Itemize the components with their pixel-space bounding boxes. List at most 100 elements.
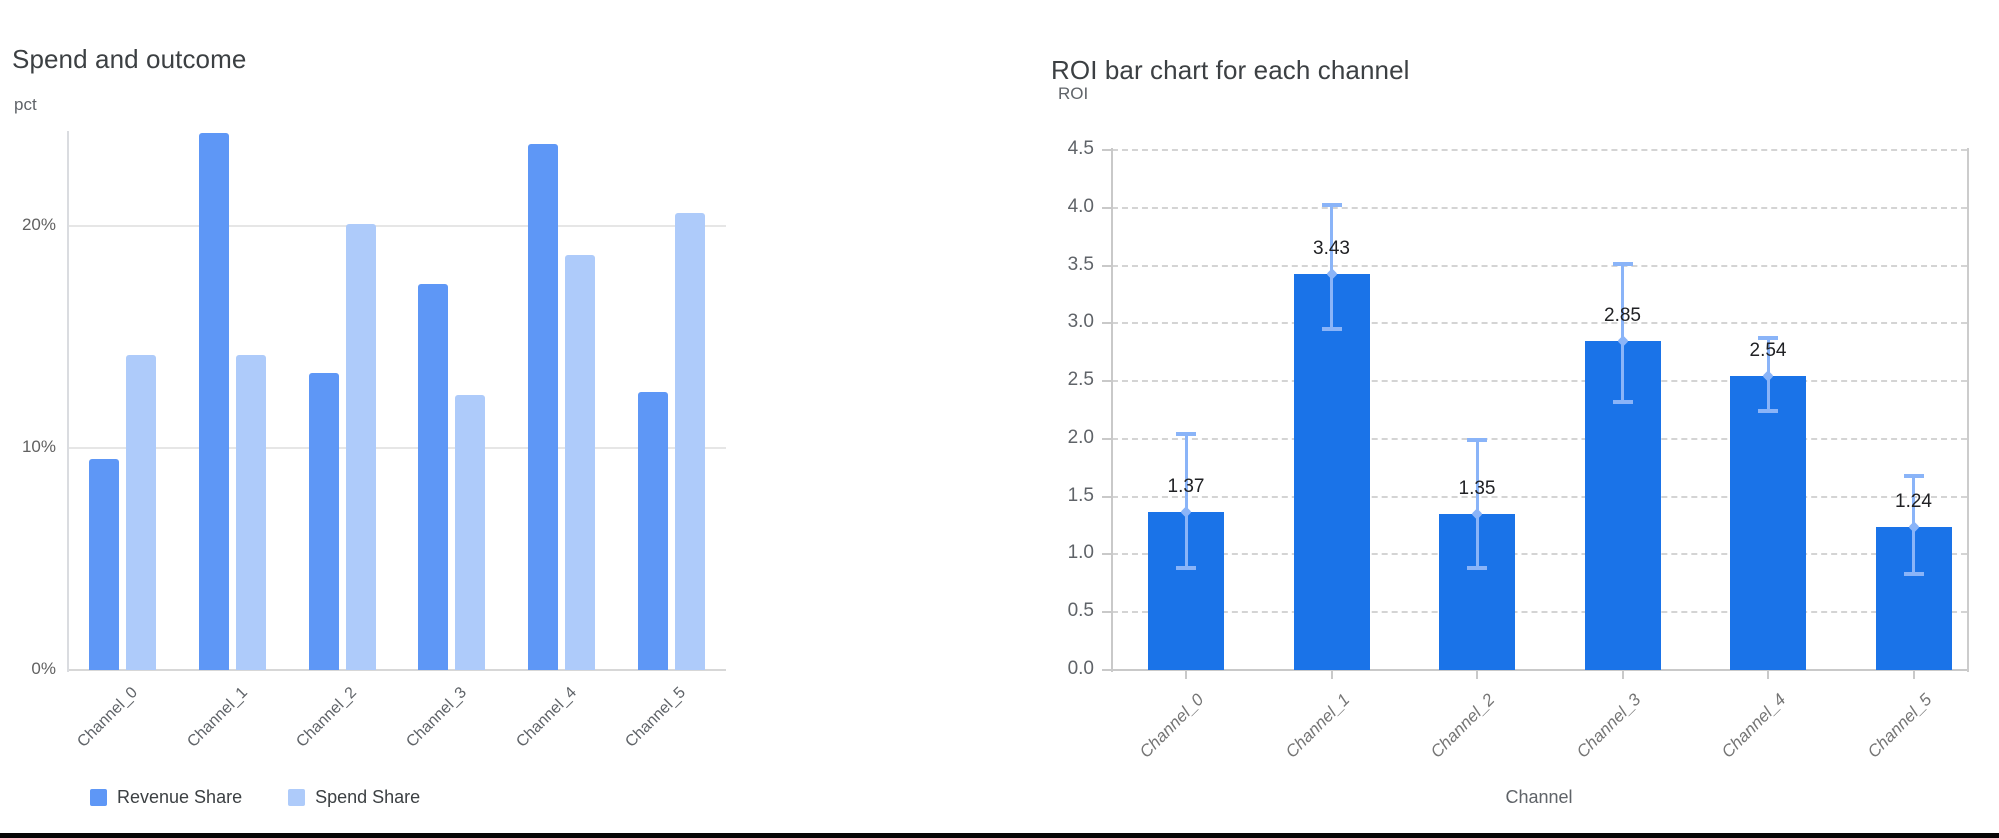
y-axis-tick-mark (1102, 264, 1112, 267)
bar-channel_1-revenue[interactable] (199, 133, 229, 670)
bar-channel_5-spend[interactable] (674, 213, 705, 670)
y-axis-tick-label: 0.5 (1067, 600, 1094, 622)
x-axis-tick-mark (1330, 671, 1333, 679)
bar-channel_5-revenue[interactable] (637, 392, 668, 670)
gridline-dashed (1112, 611, 1967, 614)
left-y-unit-label: pct (14, 95, 37, 114)
x-axis-line (1112, 669, 1967, 671)
y-axis-line (67, 131, 69, 672)
x-axis-tick-label: Channel_5 (1863, 690, 1935, 762)
x-axis-tick-mark (1185, 671, 1187, 679)
gridline-dashed (1112, 437, 1967, 440)
error-bar-cap-top (1612, 262, 1633, 267)
gridline-dashed (1112, 380, 1967, 383)
right-spine (1967, 148, 1969, 672)
bar-channel_1-spend[interactable] (236, 355, 266, 670)
y-axis-tick-mark (1102, 495, 1112, 498)
y-axis-tick-mark (1102, 437, 1112, 440)
x-axis-tick-mark (1476, 671, 1478, 679)
bar-channel_4[interactable] (1730, 376, 1806, 670)
bar-channel_4-revenue[interactable] (528, 144, 558, 670)
y-axis-tick-mark (1102, 206, 1112, 209)
right-y-unit-label: ROI (1058, 84, 1089, 103)
gridline (68, 225, 726, 227)
gridline (68, 669, 726, 671)
error-bar-cap-top (1176, 432, 1196, 437)
y-axis-tick-label: 0.0 (1067, 658, 1094, 679)
y-axis-tick-label: 0% (31, 659, 56, 678)
error-bar-cap-top (1903, 473, 1924, 478)
gridline-dashed (1112, 322, 1967, 325)
legend-item: Revenue Share (90, 787, 242, 808)
y-axis-tick-label: 4.5 (1067, 137, 1094, 159)
x-axis-tick-mark (1912, 671, 1915, 679)
bar-value-label: 2.85 (1604, 304, 1641, 326)
gridline-dashed (1112, 553, 1967, 556)
error-bar-cap-bottom (1467, 566, 1487, 571)
error-bar-stem (1621, 264, 1624, 402)
right-x-axis-title: Channel (1505, 787, 1573, 807)
chart-legend: Revenue Share Spend Share (90, 787, 420, 808)
error-bar-stem (1330, 205, 1333, 330)
x-axis-tick-label: Channel_4 (1717, 690, 1790, 762)
y-axis-tick-label: 1.5 (1067, 484, 1094, 506)
bar-value-label: 1.24 (1895, 490, 1932, 512)
gridline-dashed (1112, 264, 1967, 267)
bar-channel_0-spend[interactable] (126, 355, 157, 670)
legend-label: Revenue Share (117, 787, 243, 807)
bar-channel_4-spend[interactable] (565, 255, 595, 670)
right-chart-title: ROI bar chart for each channel (1051, 54, 1410, 85)
error-bar-cap-top (1758, 336, 1778, 341)
error-bar-cap-bottom (1612, 399, 1633, 404)
gridline-dashed (1112, 148, 1967, 151)
gridline (68, 447, 726, 449)
left-chart-title: Spend and outcome (12, 43, 247, 74)
bar-channel_0-revenue[interactable] (89, 459, 120, 670)
x-axis-tick-label: Channel_0 (1135, 690, 1208, 762)
y-axis-tick-mark (1102, 380, 1112, 383)
y-axis-tick-label: 20% (21, 215, 56, 234)
bar-value-label: 3.43 (1313, 237, 1350, 259)
error-bar-stem (1475, 440, 1479, 569)
y-axis-tick-mark (1102, 322, 1112, 325)
bar-value-label: 2.54 (1749, 340, 1787, 362)
bar-channel_2-spend[interactable] (345, 224, 376, 670)
y-axis-tick-label: 2.0 (1067, 426, 1094, 448)
gridline-dashed (1112, 495, 1967, 498)
y-axis-tick-label: 3.5 (1067, 253, 1094, 275)
y-axis-tick-label: 3.0 (1067, 311, 1094, 333)
y-axis-tick-mark (1102, 611, 1112, 614)
bar-channel_3-revenue[interactable] (418, 284, 449, 670)
legend-item: Spend Share (288, 787, 420, 808)
y-axis-tick-mark (1102, 669, 1112, 671)
error-bar-stem (1184, 434, 1188, 569)
x-axis-tick-mark (1621, 671, 1624, 679)
bar-value-label: 1.37 (1167, 475, 1205, 497)
x-axis-tick-mark (1767, 671, 1769, 679)
y-axis-tick-label: 2.5 (1067, 369, 1094, 391)
error-bar-cap-bottom (1321, 327, 1342, 332)
error-bar-cap-top (1467, 438, 1487, 443)
bar-channel_2-revenue[interactable] (308, 373, 339, 670)
bottom-divider (0, 833, 1999, 838)
bar-channel_1[interactable] (1293, 273, 1370, 670)
legend-label: Spend Share (315, 787, 421, 807)
y-axis-tick-mark (1102, 148, 1112, 151)
legend-swatch (288, 789, 306, 806)
legend-swatch (90, 789, 107, 806)
error-bar-cap-top (1321, 203, 1342, 208)
y-axis-tick-label: 1.0 (1067, 542, 1094, 564)
bar-channel_3-spend[interactable] (455, 395, 486, 670)
y-axis-tick-label: 10% (21, 437, 56, 456)
gridline-dashed (1112, 206, 1967, 209)
y-axis-line (1111, 148, 1113, 672)
error-bar-cap-bottom (1176, 566, 1196, 571)
error-bar-cap-bottom (1758, 409, 1778, 414)
y-axis-tick-mark (1102, 553, 1112, 556)
error-bar-cap-bottom (1903, 572, 1924, 577)
